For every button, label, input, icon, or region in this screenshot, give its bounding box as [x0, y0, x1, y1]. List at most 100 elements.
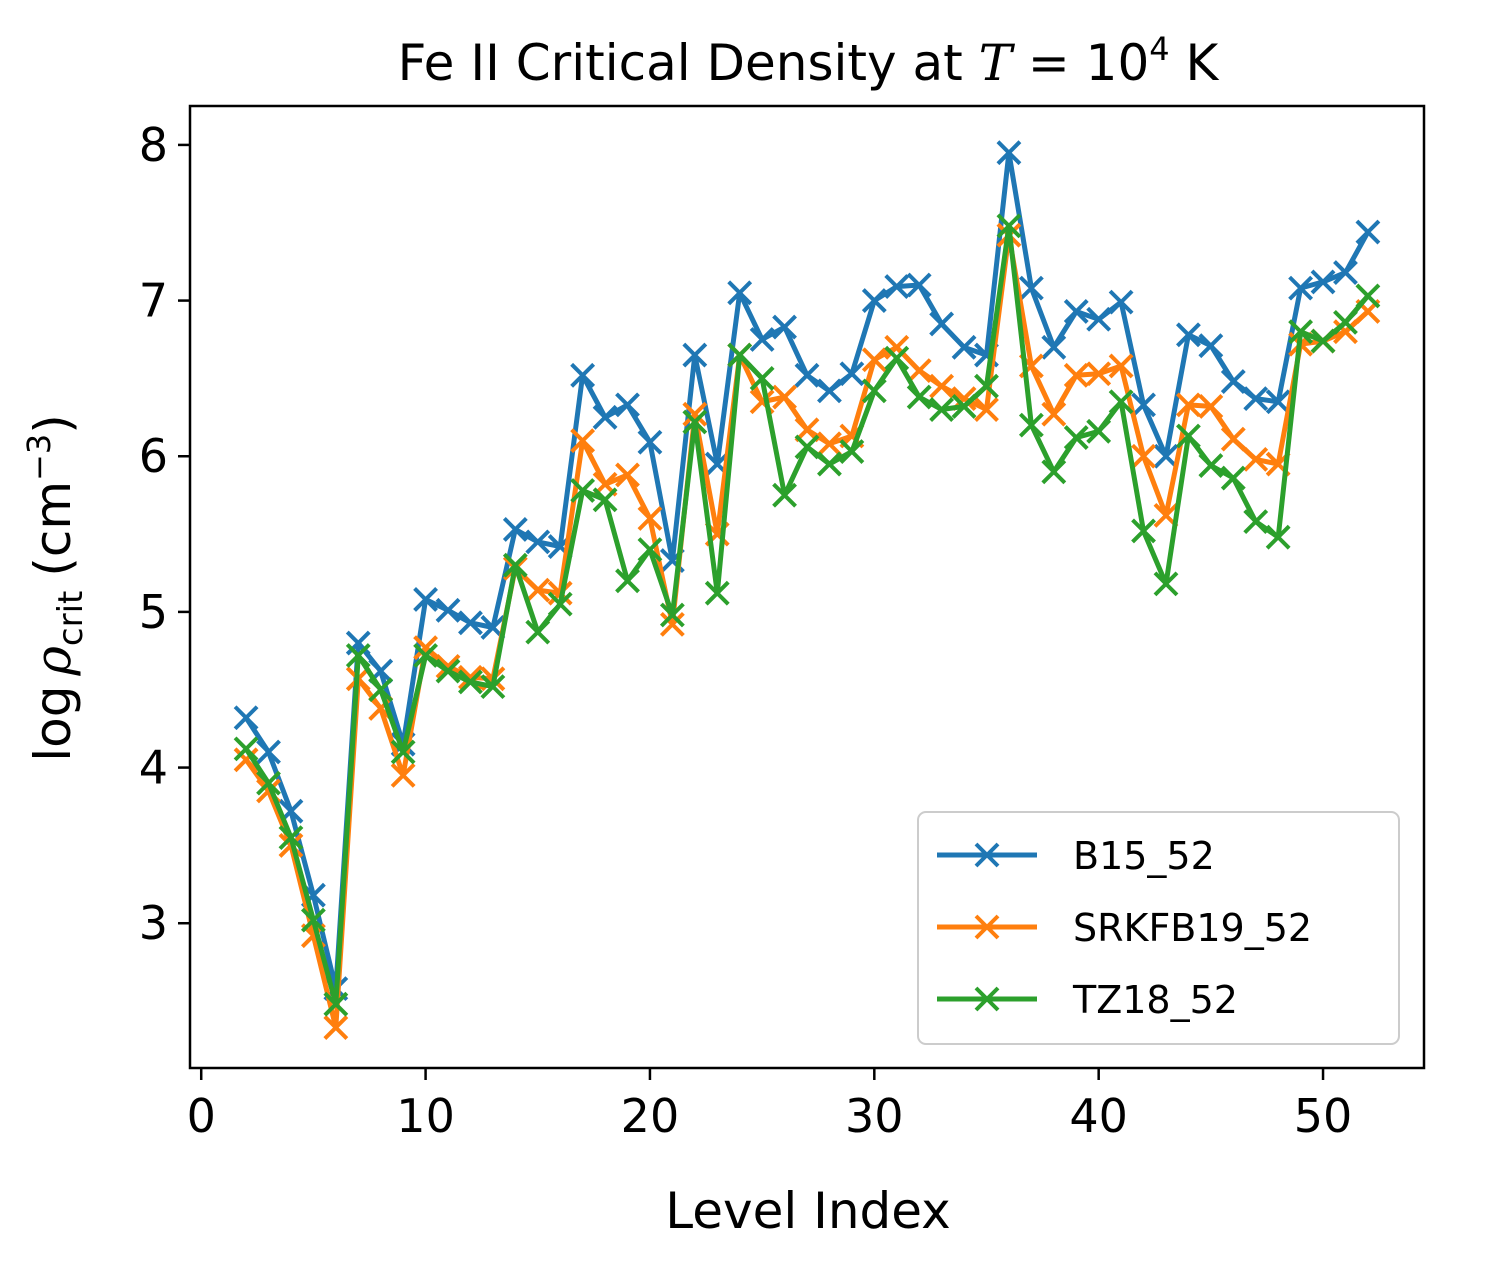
chart-title: Fe II Critical Density at T = 104 K: [398, 30, 1220, 92]
data-point: [1086, 361, 1112, 387]
data-point: [368, 677, 394, 703]
data-point: [233, 705, 259, 731]
y-tick-label: 4: [139, 741, 168, 795]
data-point: [435, 597, 461, 623]
data-point: [637, 506, 663, 531]
data-point: [525, 619, 551, 645]
data-point: [525, 529, 551, 555]
data-point: [570, 478, 596, 503]
data-point: [794, 434, 820, 460]
data-point: [659, 611, 685, 637]
data-point: [458, 669, 483, 695]
data-point: [233, 747, 259, 773]
data-point: [1041, 459, 1067, 485]
data-point: [929, 397, 955, 422]
data-point: [884, 274, 910, 299]
data-point: [1265, 389, 1291, 415]
y-tick-label: 5: [139, 585, 168, 639]
data-point: [749, 365, 775, 391]
data-point: [637, 537, 663, 563]
data-point: [772, 384, 797, 410]
y-tick-label: 6: [139, 429, 168, 483]
data-point: [974, 397, 999, 422]
data-point: [1153, 443, 1179, 469]
data-point: [996, 140, 1022, 166]
data-point: [817, 451, 842, 477]
data-point: [1333, 319, 1358, 345]
data-point: [390, 762, 416, 788]
series-layer: [233, 140, 1381, 1040]
data-point: [233, 736, 259, 762]
data-point: [682, 401, 708, 427]
data-point: [525, 577, 551, 603]
data-point: [592, 487, 618, 513]
data-point: [300, 907, 326, 933]
data-point: [413, 643, 438, 668]
data-point: [592, 404, 618, 430]
data-point: [839, 439, 865, 464]
x-tick-label: 0: [187, 1089, 216, 1143]
data-point: [1243, 446, 1269, 472]
data-point: [794, 362, 820, 388]
series-tz18_52: [233, 213, 1381, 1017]
data-point: [502, 552, 528, 578]
x-tick-label: 40: [1069, 1089, 1128, 1143]
data-point: [839, 361, 865, 387]
y-tick-label: 3: [139, 896, 168, 950]
y-tick-label: 8: [139, 118, 168, 172]
data-point: [772, 482, 797, 508]
data-point: [1288, 319, 1314, 345]
data-point: [1198, 453, 1224, 478]
legend-swatch-marker: [974, 842, 1000, 868]
data-point: [884, 345, 910, 371]
data-point: [682, 342, 708, 368]
legend-label: SRKFB19_52: [1073, 906, 1312, 950]
legend: B15_52 SRKFB19_52 TZ18_52: [917, 811, 1400, 1045]
data-point: [480, 674, 506, 700]
data-point: [1333, 309, 1358, 335]
data-point: [1131, 443, 1156, 469]
data-point: [1131, 518, 1156, 544]
data-point: [278, 825, 304, 851]
data-point: [413, 587, 438, 612]
data-point: [861, 347, 887, 373]
x-tick-label: 10: [396, 1089, 455, 1143]
data-point: [951, 334, 977, 360]
data-point: [637, 429, 663, 455]
data-point: [615, 568, 640, 594]
data-point: [861, 288, 887, 313]
data-point: [323, 991, 349, 1017]
legend-label: TZ18_52: [1072, 978, 1238, 1022]
data-point: [1176, 392, 1201, 418]
data-point: [682, 409, 708, 435]
data-point: [1310, 328, 1336, 354]
data-point: [861, 378, 887, 404]
data-point: [929, 373, 955, 399]
legend-item: B15_52: [937, 834, 1215, 878]
data-point: [1063, 425, 1089, 450]
legend-item: TZ18_52: [937, 978, 1238, 1022]
data-point: [704, 580, 730, 606]
x-tick-label: 30: [845, 1089, 904, 1143]
data-point: [256, 739, 281, 765]
data-point: [1355, 219, 1381, 245]
data-point: [727, 342, 753, 368]
data-point: [1176, 423, 1201, 449]
data-point: [749, 327, 775, 352]
data-point: [951, 394, 977, 419]
legend-swatch-marker: [974, 986, 1000, 1012]
data-point: [996, 213, 1022, 239]
y-tick-label: 7: [139, 274, 168, 328]
data-point: [1288, 275, 1314, 301]
data-point: [1063, 362, 1089, 388]
data-point: [413, 635, 438, 661]
data-point: [929, 311, 955, 337]
legend-swatch-marker: [974, 914, 1000, 940]
data-point: [390, 739, 416, 765]
data-point: [615, 392, 640, 418]
data-point: [502, 516, 528, 542]
data-point: [1153, 571, 1179, 597]
y-axis-ticks: 3 4 5 6 7 8: [139, 118, 190, 950]
data-point: [1243, 386, 1269, 412]
